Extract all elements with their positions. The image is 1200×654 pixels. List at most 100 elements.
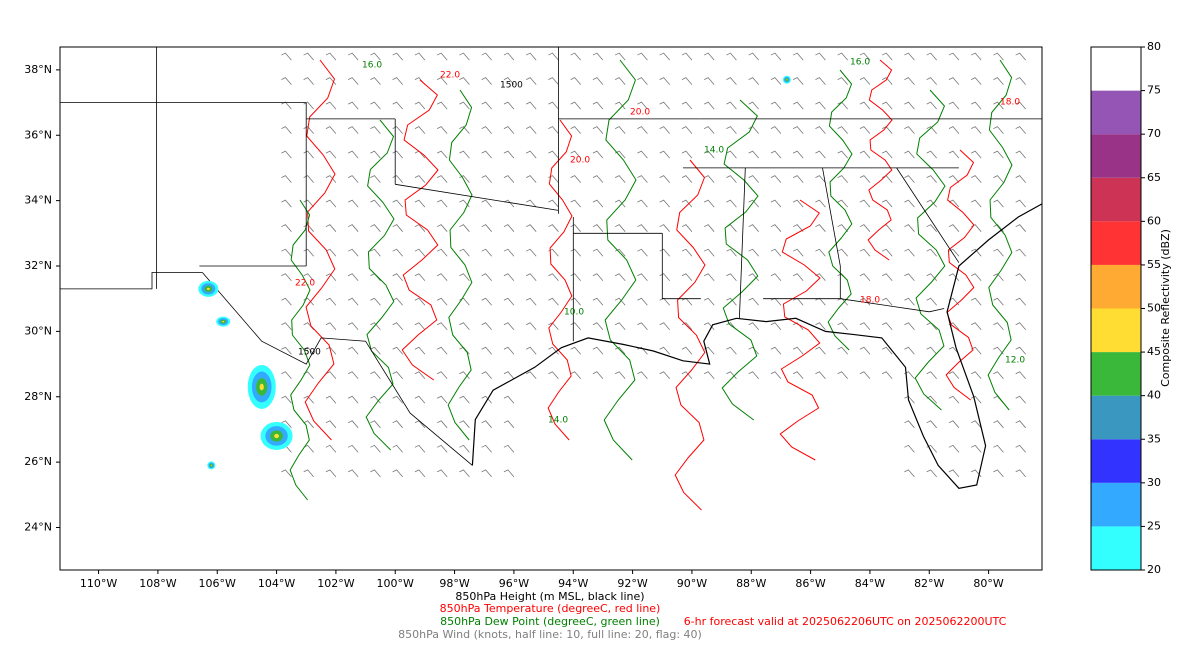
wind-barb (592, 297, 604, 306)
wind-barb (614, 346, 626, 355)
wind-barb (748, 175, 759, 183)
wind-barb (637, 224, 648, 232)
wind-barb (592, 273, 604, 281)
wind-barb (993, 322, 1004, 331)
wind-barb (770, 77, 782, 85)
wind-barb (281, 224, 292, 232)
wind-barb (971, 150, 982, 159)
wind-barb (414, 469, 426, 478)
wind-barb (392, 322, 403, 331)
wind-barb (325, 52, 337, 61)
wind-barb (703, 199, 715, 208)
wind-barb (347, 175, 359, 183)
x-tick-label: 108°W (139, 577, 176, 590)
wind-barb (1015, 371, 1026, 380)
wind-barb (681, 371, 693, 380)
wind-barb (347, 224, 359, 232)
temperature-contour-label: 18.0 (860, 296, 880, 306)
wind-barb (481, 77, 492, 85)
wind-barb (703, 248, 715, 257)
wind-barb (748, 77, 759, 85)
wind-barb (948, 224, 960, 232)
wind-barb (459, 297, 470, 306)
wind-barb (414, 273, 426, 281)
wind-barb (281, 273, 292, 281)
wind-barb (570, 248, 581, 257)
wind-barb (859, 346, 871, 355)
wind-barb (570, 52, 581, 61)
wind-barb (614, 322, 626, 331)
wind-barb (748, 297, 759, 306)
x-tick-label: 110°W (80, 577, 117, 590)
wind-barb (614, 248, 626, 257)
wind-barb (881, 371, 893, 380)
wind-barb (370, 77, 381, 85)
wind-barb (971, 199, 982, 208)
wind-barb (281, 199, 292, 208)
colorbar-tick-label: 65 (1147, 171, 1161, 184)
wind-barb (436, 346, 448, 355)
wind-barb (748, 199, 759, 208)
wind-barb (926, 469, 937, 478)
wind-barb (881, 346, 893, 355)
caption-height: 850hPa Height (m MSL, black line) (455, 590, 644, 603)
wind-barb (926, 199, 937, 208)
wind-barb (548, 224, 559, 232)
wind-barb (525, 224, 537, 232)
wind-barb (436, 52, 448, 61)
wind-barb (993, 248, 1004, 257)
wind-barb (1015, 52, 1026, 61)
wind-barb (281, 322, 292, 331)
wind-barb (859, 77, 871, 85)
wind-barb (392, 150, 403, 159)
wind-barb (792, 126, 804, 134)
wind-barb (926, 420, 937, 429)
colorbar-tick-label: 55 (1147, 258, 1161, 271)
wind-barb (948, 248, 960, 257)
wind-barb (325, 420, 337, 429)
wind-barb (904, 150, 915, 159)
wind-barb (859, 150, 871, 159)
colorbar-tick-label: 45 (1147, 345, 1161, 358)
wind-barb (971, 273, 982, 281)
wind-barb (971, 395, 982, 404)
wind-barb (748, 371, 759, 380)
wind-barb (971, 248, 982, 257)
colorbar-tick-label: 80 (1147, 40, 1161, 53)
x-tick-label: 100°W (377, 577, 414, 590)
reflectivity-cell (210, 464, 212, 466)
wind-barb (1015, 248, 1026, 257)
contour-line (721, 99, 759, 421)
wind-barb (1015, 322, 1026, 331)
wind-barb (548, 273, 559, 281)
wind-barb (1015, 126, 1026, 134)
wind-barb (303, 395, 314, 404)
wind-barb (347, 469, 359, 478)
wind-barb (436, 150, 448, 159)
border-mexico (202, 272, 473, 466)
wind-barb (347, 52, 359, 61)
wind-barb (815, 346, 826, 355)
y-tick-label: 24°N (24, 521, 52, 534)
wind-barb (370, 322, 381, 331)
wind-barb (681, 346, 693, 355)
wind-barb (792, 150, 804, 159)
wind-barb (570, 199, 581, 208)
wind-barb (459, 52, 470, 61)
wind-barb (325, 199, 337, 208)
wind-barb (392, 444, 403, 453)
wind-barb (303, 52, 314, 61)
wind-barb (904, 273, 915, 281)
reflectivity-cell (206, 287, 210, 291)
wind-barb (570, 346, 581, 355)
wind-barb (281, 101, 292, 110)
wind-barb (325, 273, 337, 281)
wind-barb (1015, 346, 1026, 355)
wind-barb (859, 371, 871, 380)
y-tick-label: 38°N (24, 63, 52, 76)
contour-line (674, 159, 706, 511)
colorbar-tick-label: 60 (1147, 214, 1161, 227)
wind-barb (881, 150, 893, 159)
wind-barb (948, 273, 960, 281)
